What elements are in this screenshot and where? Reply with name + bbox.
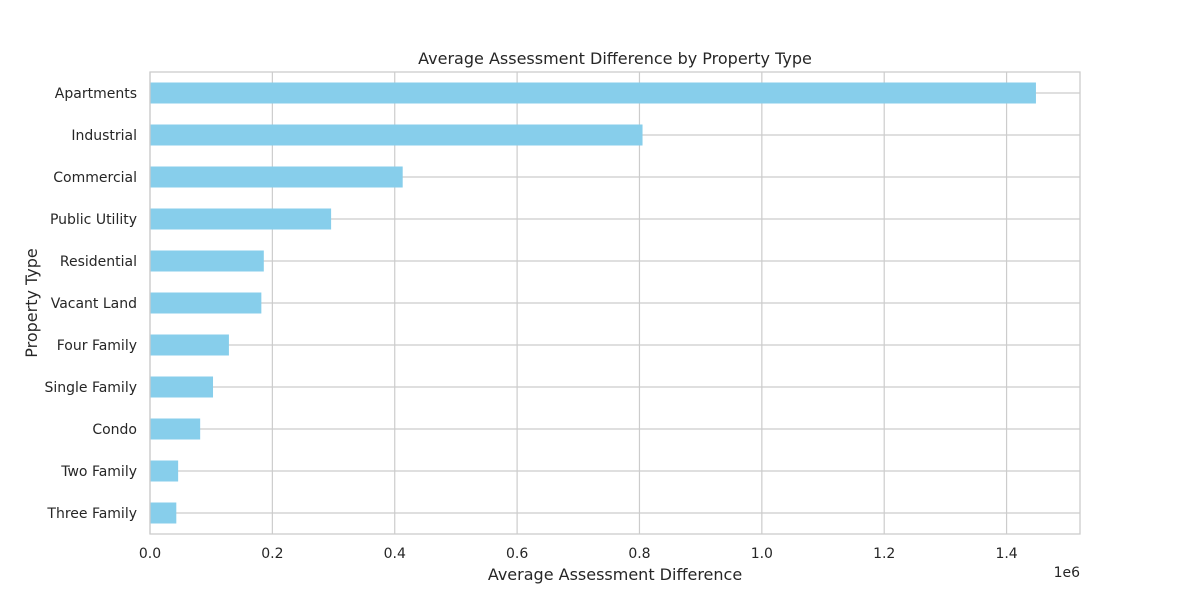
y-tick-label: Residential — [60, 254, 137, 270]
bar-condo — [150, 418, 201, 440]
y-tick-label: Single Family — [44, 380, 137, 396]
y-tick-label: Vacant Land — [51, 296, 137, 312]
bar-commercial — [150, 166, 403, 188]
bar-two-family — [150, 460, 179, 482]
x-axis-offset-label: 1e6 — [1054, 565, 1081, 581]
bar-four-family — [150, 334, 229, 356]
y-tick-label: Apartments — [55, 86, 137, 102]
x-tick-label: 0.6 — [506, 546, 528, 562]
chart-title: Average Assessment Difference by Propert… — [418, 49, 812, 68]
x-tick-label: 0.4 — [384, 546, 406, 562]
bar-vacant-land — [150, 292, 262, 314]
x-tick-label: 0.2 — [261, 546, 283, 562]
x-tick-label: 0.8 — [628, 546, 650, 562]
bar-three-family — [150, 502, 177, 524]
y-tick-label: Industrial — [71, 128, 137, 144]
y-tick-labels: Apartments Industrial Commercial Public Uti… — [44, 86, 137, 522]
y-tick-label: Condo — [92, 422, 137, 438]
y-tick-label: Four Family — [57, 338, 137, 354]
y-tick-label: Commercial — [53, 170, 137, 186]
bar-industrial — [150, 124, 643, 146]
bar-single-family — [150, 376, 214, 398]
x-tick-labels: 0.0 0.2 0.4 0.6 0.8 1.0 1.2 1.4 — [139, 546, 1018, 562]
x-axis-label: Average Assessment Difference — [488, 565, 742, 584]
bars — [150, 82, 1036, 524]
bar-apartments — [150, 82, 1036, 104]
y-tick-label: Public Utility — [50, 212, 137, 228]
y-axis-label: Property Type — [22, 248, 41, 358]
x-tick-label: 0.0 — [139, 546, 161, 562]
bar-public-utility — [150, 208, 332, 230]
x-tick-label: 1.2 — [873, 546, 895, 562]
x-tick-label: 1.4 — [995, 546, 1017, 562]
y-tick-label: Two Family — [60, 464, 137, 480]
bar-residential — [150, 250, 264, 272]
plot-frame — [149, 71, 1081, 535]
y-tick-label: Three Family — [46, 506, 137, 522]
x-tick-label: 1.0 — [751, 546, 773, 562]
